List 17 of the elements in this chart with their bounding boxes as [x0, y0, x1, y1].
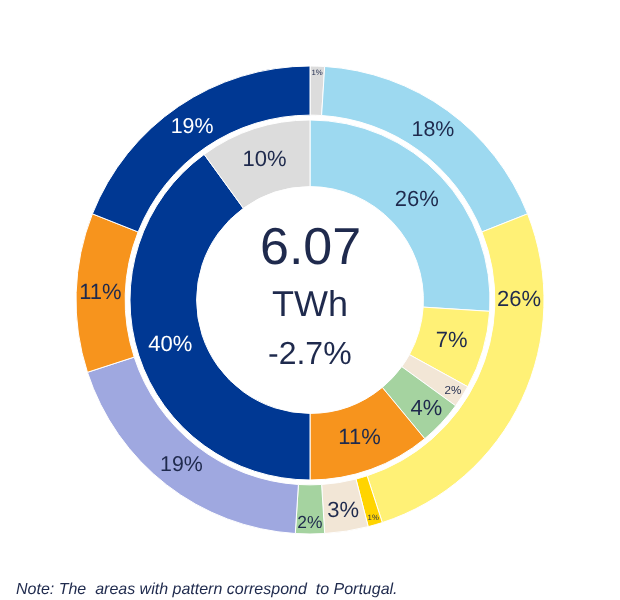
data-label: 18% — [411, 118, 456, 143]
data-label: 7% — [435, 329, 469, 354]
data-label: 11% — [338, 426, 382, 451]
text: Note: The areas with pattern correspond to Portugal. — [16, 580, 398, 598]
data-label: 40% — [148, 333, 193, 358]
text: 6.07 — [260, 216, 362, 276]
data-label: 26% — [497, 288, 542, 312]
data-label: 26% — [394, 187, 440, 212]
data-label: 4% — [410, 397, 443, 422]
data-label: 3% — [327, 499, 360, 524]
text: -2.7% — [268, 338, 352, 372]
text: TWh — [272, 284, 348, 324]
data-label: 19% — [160, 453, 204, 478]
data-label: 10% — [242, 148, 287, 173]
data-label: 2% — [297, 512, 323, 533]
data-label: 11% — [79, 281, 123, 306]
data-label: 19% — [170, 114, 215, 139]
